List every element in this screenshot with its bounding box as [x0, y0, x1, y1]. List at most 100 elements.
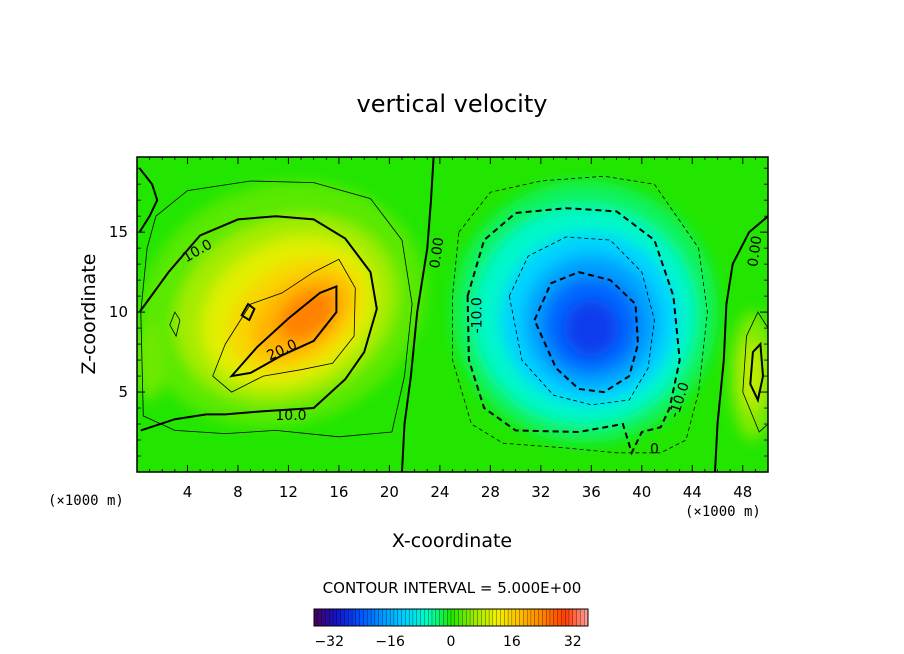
colorbar-swatch [462, 608, 467, 627]
colorbar-swatch [351, 608, 357, 627]
colorbar-swatch [317, 608, 323, 627]
colorbar-swatch [447, 608, 452, 627]
colorbar-swatch [568, 608, 574, 627]
colorbar-swatch [389, 608, 395, 627]
colorbar-tick-label: 32 [564, 634, 582, 650]
y-axis-label: Z-coordinate [78, 254, 100, 375]
colorbar-swatch [542, 608, 547, 627]
colorbar-tick-label: −16 [375, 634, 405, 650]
contour-5b [169, 311, 181, 338]
plot-area [137, 157, 768, 472]
colorbar-swatch [496, 608, 501, 627]
colorbar-swatch [576, 608, 581, 627]
contour-label: 0 [650, 442, 659, 458]
colorbar-swatch [519, 608, 524, 627]
colorbar-swatch [458, 608, 463, 627]
x-tick-label: 44 [683, 483, 702, 501]
colorbar-swatch [405, 608, 410, 627]
field-fill [137, 180, 768, 444]
colorbar-swatch [565, 608, 570, 627]
colorbar-swatch [359, 608, 364, 627]
colorbar-swatch [580, 608, 585, 627]
x-unit-left: (×1000 m) [48, 493, 124, 509]
contour-20b [240, 302, 256, 322]
colorbar-swatch [545, 608, 551, 627]
chart-title: vertical velocity [357, 90, 548, 118]
contour-m20 [533, 271, 640, 394]
colorbar-swatch [572, 608, 578, 627]
colorbar-swatch [397, 608, 402, 627]
colorbar-swatch [408, 608, 414, 627]
colorbar-swatch [507, 608, 513, 627]
colorbar-swatch [466, 608, 471, 627]
colorbar-tick-label: 0 [447, 634, 456, 650]
contour-20 [228, 285, 338, 378]
colorbar-swatch [370, 608, 376, 627]
colorbar-swatch [378, 608, 383, 627]
x-tick-label: 24 [430, 483, 449, 501]
colorbar-swatch [435, 608, 441, 627]
x-tick-label: 12 [279, 483, 298, 501]
colorbar-swatch [492, 608, 498, 627]
contour-label: 0.00 [745, 235, 765, 268]
colorbar-swatch [450, 608, 456, 627]
colorbar-swatch [561, 608, 566, 627]
colorbar-swatch [344, 608, 349, 627]
x-unit-right: (×1000 m) [685, 504, 761, 520]
x-tick-label: 48 [733, 483, 752, 501]
contour-0-right [714, 215, 768, 472]
contour-0 [401, 157, 435, 472]
colorbar-swatch [363, 608, 368, 627]
colorbar-swatch [332, 608, 338, 627]
colorbar-swatch [431, 608, 437, 627]
field-level [278, 289, 337, 342]
x-tick-label: 16 [329, 483, 348, 501]
colorbar-swatch [439, 608, 444, 627]
colorbar-swatch [416, 608, 422, 627]
contour-m15 [508, 236, 655, 406]
x-tick-label: 8 [233, 483, 243, 501]
colorbar-swatch [549, 608, 555, 627]
colorbar-swatch [340, 608, 345, 627]
x-axis: 4 8 12 16 20 24 28 32 36 40 44 48 [149, 157, 756, 501]
colorbar-tick-label: −32 [314, 634, 344, 650]
colorbar-swatch [313, 608, 319, 627]
colorbar-swatch [515, 608, 520, 627]
colorbar-swatch [428, 608, 433, 627]
colorbar-swatch [530, 608, 536, 627]
colorbar-swatch [454, 608, 460, 627]
colorbar-swatch [424, 608, 429, 627]
x-tick-label: 20 [380, 483, 399, 501]
y-tick-label: 10 [109, 303, 128, 321]
colorbar-swatch [386, 608, 391, 627]
contour-lines [138, 157, 768, 472]
contour-15 [212, 258, 356, 393]
colorbar-swatch [473, 608, 479, 627]
contour-10-edge [749, 341, 765, 404]
contour-5-edge [742, 311, 768, 433]
field-level [563, 299, 620, 357]
contour-5 [140, 180, 413, 438]
x-tick-label: 40 [632, 483, 651, 501]
contour-10 [138, 215, 378, 432]
x-tick-label: 32 [531, 483, 550, 501]
contour-0-left [138, 167, 159, 233]
colorbar-swatch [355, 608, 361, 627]
x-tick-label: 36 [582, 483, 601, 501]
colorbar: −32 −16 0 16 32 [313, 608, 589, 650]
colorbar-swatch [523, 608, 528, 627]
contour-label: -10.0 [470, 297, 486, 333]
colorbar-swatch [553, 608, 559, 627]
colorbar-swatch [526, 608, 532, 627]
colorbar-swatch [481, 608, 486, 627]
x-tick-label: 28 [481, 483, 500, 501]
colorbar-swatch [374, 608, 380, 627]
contour-label: 0.00 [427, 236, 447, 269]
colorbar-swatch [336, 608, 342, 627]
colorbar-swatch [485, 608, 490, 627]
colorbar-swatch [538, 608, 543, 627]
contour-m10 [466, 207, 681, 456]
colorbar-swatch [469, 608, 475, 627]
y-axis: 5 10 15 [109, 167, 768, 457]
